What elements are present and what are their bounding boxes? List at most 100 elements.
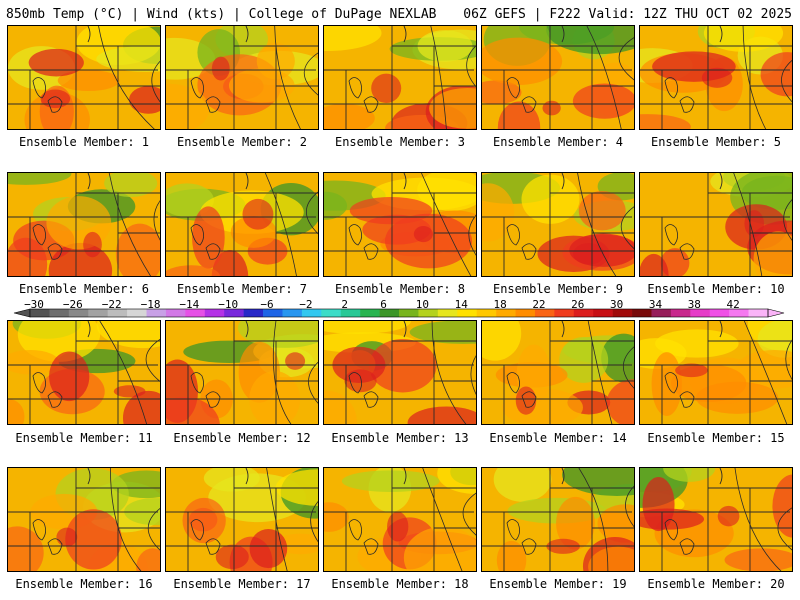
colorbar-tick-label: −6 — [260, 298, 274, 311]
member-label: Ensemble Member: 14 — [489, 431, 627, 445]
colorbar-tick-label: −14 — [179, 298, 200, 311]
colorbar-swatch — [204, 309, 225, 317]
colorbar-tick-label: 38 — [687, 298, 701, 311]
member-map-panel — [481, 172, 635, 277]
colorbar-tick-label: 10 — [415, 298, 430, 311]
colorbar-swatch — [496, 309, 516, 317]
temperature-map — [482, 26, 634, 129]
temperature-map — [324, 321, 476, 424]
colorbar-swatch — [651, 309, 672, 317]
member-map-panel — [639, 172, 793, 277]
colorbar-swatch — [68, 309, 89, 317]
colorbar-swatch — [670, 309, 691, 317]
model-run-info: 06Z GEFS | F222 Valid: 12Z THU OCT 02 20… — [463, 7, 792, 22]
temperature-map — [640, 468, 792, 571]
member-label: Ensemble Member: 15 — [647, 431, 785, 445]
member-label: Ensemble Member: 5 — [650, 135, 782, 149]
colorbar-swatch — [612, 309, 633, 317]
temperature-map — [324, 26, 476, 129]
colorbar-swatch — [515, 309, 536, 317]
colorbar-swatch — [340, 309, 361, 317]
colorbar-swatch — [88, 309, 108, 317]
colorbar-tick-label: 18 — [493, 298, 507, 311]
colorbar-tick-label: −10 — [218, 298, 239, 311]
colorbar-tick-label: −18 — [140, 298, 161, 311]
colorbar-swatch — [437, 309, 458, 317]
colorbar-swatch — [243, 309, 264, 317]
temperature-map — [166, 321, 318, 424]
member-map-panel — [165, 467, 319, 572]
member-map-panel — [639, 25, 793, 130]
member-map-panel — [7, 25, 161, 130]
colorbar-swatch — [360, 309, 380, 317]
temperature-colorbar — [13, 308, 785, 318]
temperature-map — [640, 26, 792, 129]
colorbar-swatch — [263, 309, 283, 317]
member-label: Ensemble Member: 6 — [18, 282, 150, 296]
member-map-panel — [639, 467, 793, 572]
colorbar-tick-label: −2 — [299, 298, 313, 311]
member-map-panel — [165, 172, 319, 277]
temperature-map — [324, 468, 476, 571]
colorbar-swatch — [224, 309, 244, 317]
member-label: Ensemble Member: 4 — [492, 135, 624, 149]
member-map-panel — [639, 320, 793, 425]
member-label: Ensemble Member: 8 — [334, 282, 466, 296]
temperature-map — [8, 468, 160, 571]
colorbar-tick-label: 42 — [726, 298, 740, 311]
colorbar-swatch — [534, 309, 555, 317]
member-label: Ensemble Member: 18 — [331, 577, 469, 591]
member-label: Ensemble Member: 11 — [15, 431, 153, 445]
temperature-map — [166, 173, 318, 276]
member-label: Ensemble Member: 19 — [489, 577, 627, 591]
colorbar-swatch — [593, 309, 613, 317]
colorbar-swatch — [690, 309, 711, 317]
colorbar-high-arrow — [767, 308, 785, 318]
member-label: Ensemble Member: 16 — [15, 577, 153, 591]
colorbar-swatch — [418, 309, 439, 317]
colorbar-swatch — [321, 309, 342, 317]
colorbar-swatch — [399, 309, 419, 317]
colorbar-swatch — [379, 309, 400, 317]
member-label: Ensemble Member: 7 — [176, 282, 308, 296]
member-map-panel — [7, 467, 161, 572]
colorbar-swatch — [632, 309, 652, 317]
temperature-map — [640, 321, 792, 424]
colorbar-tick-label: 6 — [380, 298, 387, 311]
colorbar-tick-label: 26 — [571, 298, 585, 311]
member-map-panel — [165, 25, 319, 130]
temperature-map — [640, 173, 792, 276]
member-map-panel — [481, 320, 635, 425]
colorbar-swatch — [49, 309, 70, 317]
colorbar-swatch — [301, 309, 322, 317]
temperature-map — [324, 173, 476, 276]
member-label: Ensemble Member: 17 — [173, 577, 311, 591]
member-map-panel — [481, 25, 635, 130]
colorbar-tick-label: −26 — [62, 298, 83, 311]
member-label: Ensemble Member: 3 — [334, 135, 466, 149]
colorbar-swatch — [729, 309, 749, 317]
temperature-map — [8, 321, 160, 424]
member-map-panel — [323, 172, 477, 277]
colorbar-swatch — [748, 309, 769, 317]
colorbar-tick-label: 22 — [532, 298, 546, 311]
temperature-map — [482, 173, 634, 276]
temperature-map — [166, 468, 318, 571]
member-label: Ensemble Member: 13 — [331, 431, 469, 445]
colorbar-tick-label: −30 — [24, 298, 44, 311]
member-map-panel — [165, 320, 319, 425]
member-label: Ensemble Member: 12 — [173, 431, 311, 445]
colorbar-swatch — [165, 309, 186, 317]
temperature-map — [166, 26, 318, 129]
colorbar-tick-label: 14 — [454, 298, 468, 311]
colorbar-swatch — [185, 309, 206, 317]
member-map-panel — [323, 25, 477, 130]
colorbar-swatch — [107, 309, 128, 317]
colorbar-swatch — [476, 309, 497, 317]
member-label: Ensemble Member: 10 — [647, 282, 785, 296]
member-map-panel — [7, 172, 161, 277]
member-map-panel — [7, 320, 161, 425]
temperature-map — [8, 26, 160, 129]
colorbar-tick-label: 34 — [648, 298, 663, 311]
colorbar-swatch — [554, 309, 575, 317]
